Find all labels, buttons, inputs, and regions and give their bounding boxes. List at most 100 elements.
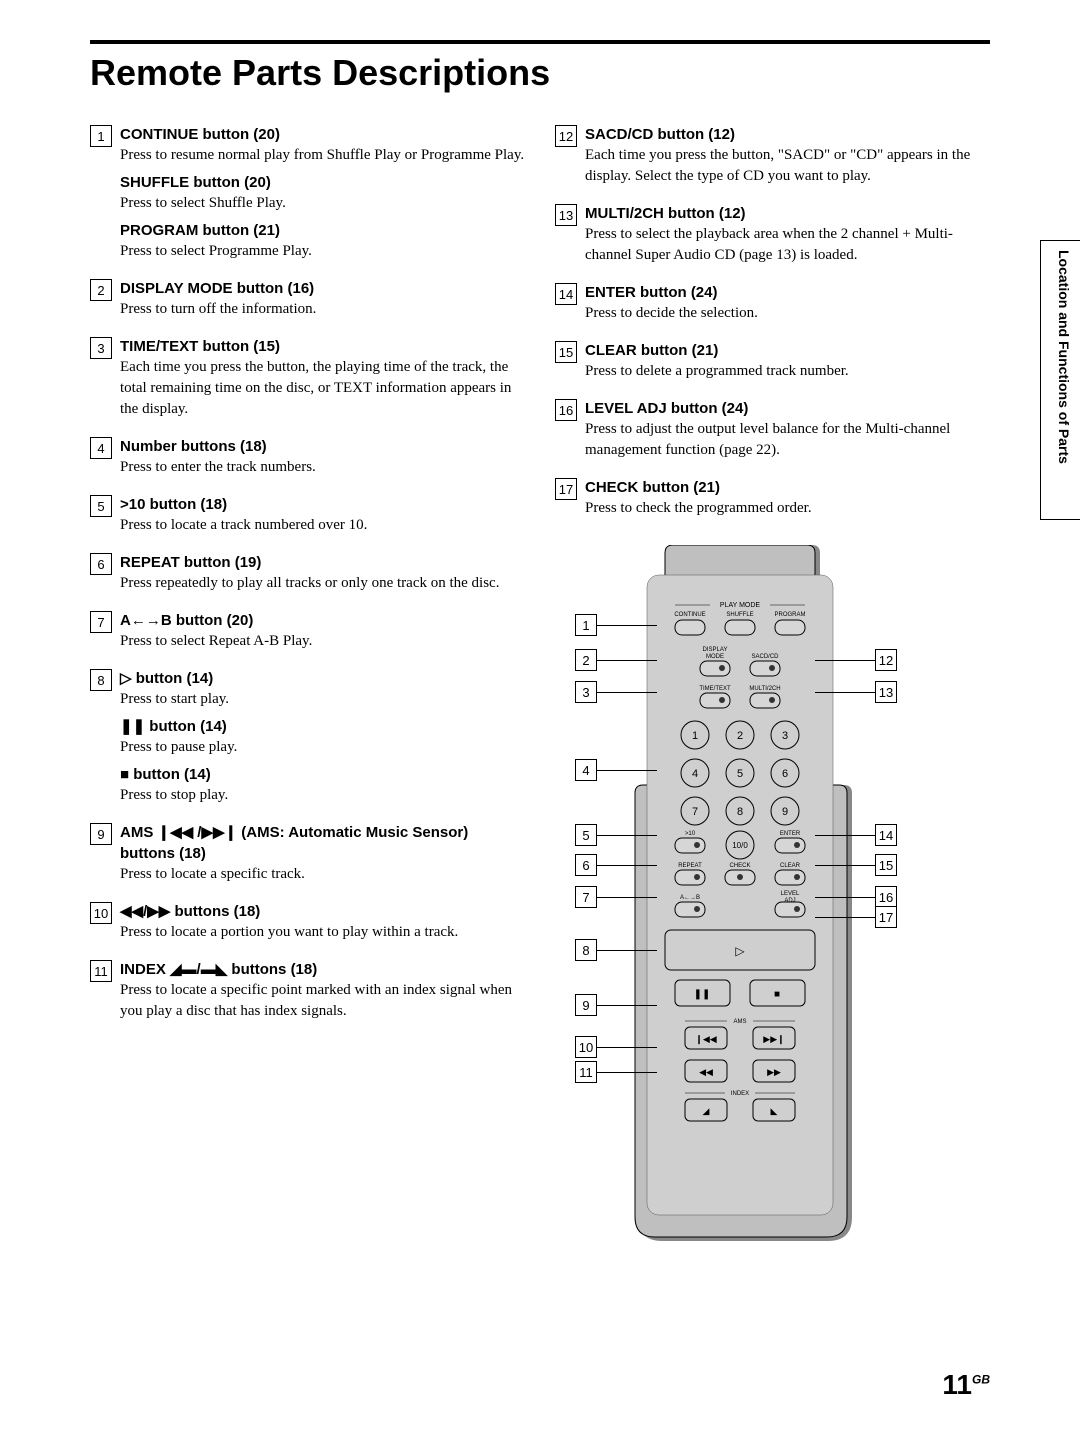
item-number: 5 [90, 495, 112, 517]
item-body: INDEX ◢▬/▬◣ buttons (18)Press to locate … [120, 959, 525, 1028]
item-title: TIME/TEXT button (15) [120, 336, 525, 357]
description-item: 5>10 button (18)Press to locate a track … [90, 494, 525, 542]
item-description: Press to select Repeat A-B Play. [120, 631, 525, 652]
callout-number: 1 [575, 614, 597, 636]
svg-text:PROGRAM: PROGRAM [774, 612, 805, 618]
callout-line [597, 835, 657, 836]
description-item: 13MULTI/2CH button (12)Press to select t… [555, 203, 990, 272]
remote-svg: PLAY MODE CONTINUE SHUFFLE PROGRAM DISPL… [615, 545, 860, 1245]
page: Remote Parts Descriptions 1CONTINUE butt… [0, 0, 1080, 1441]
svg-text:3: 3 [782, 730, 788, 742]
item-description: Press to start play. [120, 689, 525, 710]
columns: 1CONTINUE button (20)Press to resume nor… [90, 124, 990, 1250]
callout-number: 8 [575, 939, 597, 961]
svg-text:■: ■ [774, 989, 780, 1000]
svg-text:5: 5 [737, 768, 743, 780]
item-body: ◀◀/▶▶ buttons (18)Press to locate a port… [120, 901, 525, 949]
item-description: Press to locate a track numbered over 10… [120, 515, 525, 536]
callout-number: 13 [875, 681, 897, 703]
callout-number: 16 [875, 886, 897, 908]
svg-text:4: 4 [692, 768, 698, 780]
item-description: Press to select Shuffle Play. [120, 193, 525, 214]
callout-number: 10 [575, 1036, 597, 1058]
item-body: SACD/CD button (12)Each time you press t… [585, 124, 990, 193]
item-title: AMS ❙◀◀ /▶▶❙ (AMS: Automatic Music Senso… [120, 822, 525, 864]
svg-text:8: 8 [737, 806, 743, 818]
item-body: REPEAT button (19)Press repeatedly to pl… [120, 552, 525, 600]
item-title: ❚❚ button (14) [120, 716, 525, 737]
svg-text:9: 9 [782, 806, 788, 818]
item-title: CHECK button (21) [585, 477, 990, 498]
item-number: 17 [555, 478, 577, 500]
item-number: 1 [90, 125, 112, 147]
svg-text:❚❚: ❚❚ [694, 989, 711, 1000]
description-item: 9 AMS ❙◀◀ /▶▶❙ (AMS: Automatic Music Sens… [90, 822, 525, 891]
svg-text:6: 6 [782, 768, 788, 780]
svg-text:1: 1 [692, 730, 698, 742]
svg-text:AMS: AMS [733, 1019, 746, 1025]
svg-text:▷: ▷ [735, 944, 745, 958]
top-rule [90, 40, 990, 44]
item-description: Press to locate a specific track. [120, 864, 525, 885]
item-body: CHECK button (21)Press to check the prog… [585, 477, 990, 525]
svg-text:CLEAR: CLEAR [780, 863, 801, 869]
item-title: SACD/CD button (12) [585, 124, 990, 145]
item-description: Press to stop play. [120, 785, 525, 806]
item-description: Press to locate a portion you want to pl… [120, 922, 525, 943]
item-description: Press to decide the selection. [585, 303, 990, 324]
description-item: 17 CHECK button (21)Press to check the pr… [555, 477, 990, 525]
callout-line [815, 835, 875, 836]
item-number: 12 [555, 125, 577, 147]
item-description: Press to check the programmed order. [585, 498, 990, 519]
description-item: 16 LEVEL ADJ button (24)Press to adjust t… [555, 398, 990, 467]
item-title: REPEAT button (19) [120, 552, 525, 573]
callout-line [597, 1005, 657, 1006]
svg-text:◀◀: ◀◀ [699, 1067, 713, 1077]
callout-line [597, 897, 657, 898]
item-title: LEVEL ADJ button (24) [585, 398, 990, 419]
callout-number: 12 [875, 649, 897, 671]
item-title: CLEAR button (21) [585, 340, 990, 361]
description-item: 7 A←→B button (20)Press to select Repeat … [90, 610, 525, 658]
callout-number: 17 [875, 906, 897, 928]
callout-line [597, 770, 657, 771]
item-number: 3 [90, 337, 112, 359]
svg-text:INDEX: INDEX [731, 1091, 749, 1097]
item-number: 15 [555, 341, 577, 363]
item-body: A←→B button (20)Press to select Repeat A… [120, 610, 525, 658]
callout-number: 7 [575, 886, 597, 908]
item-body: ▷ button (14)Press to start play.❚❚ butt… [120, 668, 525, 812]
callout-line [597, 1047, 657, 1048]
description-item: 11INDEX ◢▬/▬◣ buttons (18)Press to locat… [90, 959, 525, 1028]
svg-text:REPEAT: REPEAT [678, 863, 702, 869]
page-number: 11GB [942, 1369, 990, 1401]
item-number: 6 [90, 553, 112, 575]
item-description: Each time you press the button, the play… [120, 357, 525, 420]
description-item: 15 CLEAR button (21)Press to delete a pro… [555, 340, 990, 388]
item-title: INDEX ◢▬/▬◣ buttons (18) [120, 959, 525, 980]
item-number: 13 [555, 204, 577, 226]
item-description: Press to delete a programmed track numbe… [585, 361, 990, 382]
svg-text:A←→B: A←→B [680, 895, 700, 901]
svg-text:CHECK: CHECK [729, 863, 750, 869]
callout-number: 4 [575, 759, 597, 781]
svg-text:TIME/TEXT: TIME/TEXT [699, 686, 731, 692]
callout-line [815, 897, 875, 898]
description-item: 2DISPLAY MODE button (16)Press to turn o… [90, 278, 525, 326]
item-description: Press to locate a specific point marked … [120, 980, 525, 1022]
svg-text:▶▶❙: ▶▶❙ [763, 1034, 784, 1045]
svg-text:10/0: 10/0 [732, 841, 748, 850]
page-title: Remote Parts Descriptions [90, 52, 990, 94]
svg-text:DISPLAY: DISPLAY [703, 647, 728, 653]
item-number: 16 [555, 399, 577, 421]
item-title: MULTI/2CH button (12) [585, 203, 990, 224]
callout-line [597, 1072, 657, 1073]
item-number: 8 [90, 669, 112, 691]
item-title: A←→B button (20) [120, 610, 525, 631]
item-body: ENTER button (24)Press to decide the sel… [585, 282, 990, 330]
description-item: 10◀◀/▶▶ buttons (18)Press to locate a po… [90, 901, 525, 949]
item-description: Press to adjust the output level balance… [585, 419, 990, 461]
item-number: 9 [90, 823, 112, 845]
item-body: LEVEL ADJ button (24)Press to adjust the… [585, 398, 990, 467]
item-number: 7 [90, 611, 112, 633]
